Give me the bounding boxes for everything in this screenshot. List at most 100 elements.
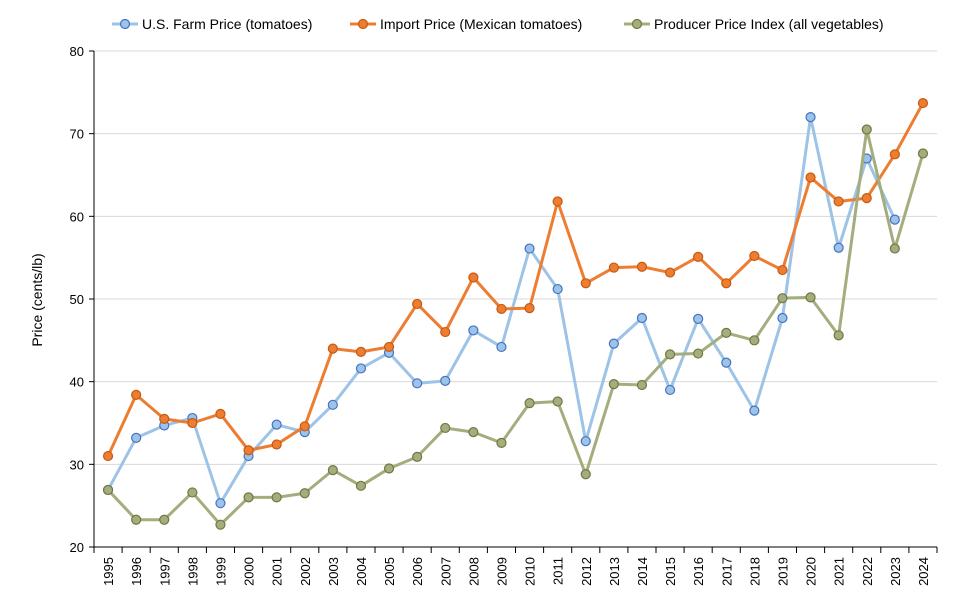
x-tick-label: 2024: [916, 557, 931, 586]
x-tick-label: 1998: [185, 557, 200, 586]
data-point: [552, 196, 563, 207]
data-point: [327, 343, 338, 354]
data-point: [468, 426, 479, 438]
x-tick-label: 2007: [438, 557, 453, 586]
data-point: [861, 124, 872, 135]
legend-label: Producer Price Index (all vegetables): [654, 16, 884, 32]
x-tick-label: 2010: [523, 557, 538, 586]
data-point: [608, 379, 619, 390]
data-point: [440, 422, 451, 434]
data-point: [271, 419, 282, 430]
data-point: [215, 498, 226, 509]
data-point: [636, 312, 648, 324]
data-point: [917, 97, 929, 109]
data-point: [833, 330, 844, 341]
legend-label: U.S. Farm Price (tomatoes): [142, 16, 312, 32]
data-point: [159, 514, 170, 525]
data-point: [777, 312, 788, 324]
data-point: [889, 214, 900, 225]
x-tick-label: 2014: [635, 557, 650, 586]
x-tick-label: 2018: [747, 557, 762, 586]
legend-swatch-marker: [631, 18, 643, 30]
data-point: [664, 267, 676, 278]
data-point: [636, 379, 648, 391]
x-tick-label: 2013: [607, 557, 622, 586]
data-point: [271, 439, 282, 450]
data-point: [721, 278, 732, 289]
data-point: [777, 264, 788, 276]
series-line: [106, 102, 925, 457]
x-tick-label: 2001: [270, 557, 285, 586]
x-tick-label: 2002: [298, 557, 313, 586]
data-point: [524, 398, 535, 409]
data-point: [187, 487, 198, 498]
x-tick-label: 2015: [663, 557, 678, 586]
data-point: [608, 338, 619, 349]
data-point: [496, 341, 507, 353]
data-point: [580, 436, 591, 447]
x-tick-label: 2019: [775, 557, 790, 586]
data-point: [805, 292, 816, 303]
y-tick-label: 50: [70, 292, 84, 307]
x-tick-label: 1999: [213, 557, 228, 586]
data-point: [131, 432, 142, 443]
x-tick-label: 2009: [494, 557, 509, 586]
y-tick-label: 80: [70, 44, 84, 59]
data-point: [693, 348, 704, 359]
data-point: [693, 313, 704, 324]
x-tick-label: 1995: [101, 557, 116, 586]
legend-swatch-marker: [357, 18, 369, 30]
data-point: [327, 465, 338, 476]
y-tick-label: 30: [70, 457, 84, 472]
data-point: [412, 378, 423, 389]
legend-swatch-marker: [119, 18, 131, 30]
data-point: [721, 357, 732, 368]
data-point: [833, 196, 844, 207]
data-point: [777, 293, 788, 304]
data-point: [861, 193, 872, 204]
data-point: [243, 445, 254, 456]
data-point: [833, 242, 844, 253]
data-point: [664, 349, 676, 360]
data-point: [440, 326, 451, 338]
data-point: [383, 463, 395, 474]
x-tick-label: 2011: [551, 557, 566, 585]
y-tick-label: 20: [70, 540, 84, 555]
data-point: [889, 243, 900, 254]
data-point: [412, 298, 423, 310]
data-point: [131, 389, 142, 400]
x-tick-label: 2022: [860, 557, 875, 586]
x-tick-label: 2023: [888, 557, 903, 586]
data-point: [805, 112, 816, 123]
data-point: [496, 437, 507, 448]
data-point: [243, 492, 254, 503]
legend-label: Import Price (Mexican tomatoes): [380, 16, 582, 32]
data-point: [524, 243, 535, 254]
data-point: [355, 480, 367, 491]
data-point: [468, 325, 479, 336]
x-tick-label: 2017: [719, 557, 734, 586]
data-point: [299, 488, 310, 499]
data-point: [187, 417, 198, 429]
series-layer: [102, 97, 929, 530]
x-tick-label: 2003: [326, 557, 341, 586]
data-point: [636, 261, 648, 272]
y-tick-label: 40: [70, 375, 84, 390]
data-point: [917, 148, 929, 159]
data-point: [721, 327, 732, 338]
data-point: [131, 514, 142, 525]
data-point: [412, 451, 423, 462]
x-tick-label: 2016: [691, 557, 706, 586]
y-axis-label: Price (cents/lb): [29, 253, 45, 346]
data-point: [159, 413, 170, 424]
data-point: [805, 172, 816, 183]
x-tick-label: 2020: [804, 557, 819, 586]
x-tick-label: 2005: [382, 557, 397, 586]
data-point: [440, 375, 451, 386]
data-point: [299, 421, 310, 432]
data-point: [693, 251, 704, 262]
data-point: [580, 278, 591, 289]
y-tick-label: 70: [70, 127, 84, 142]
data-point: [327, 399, 338, 410]
